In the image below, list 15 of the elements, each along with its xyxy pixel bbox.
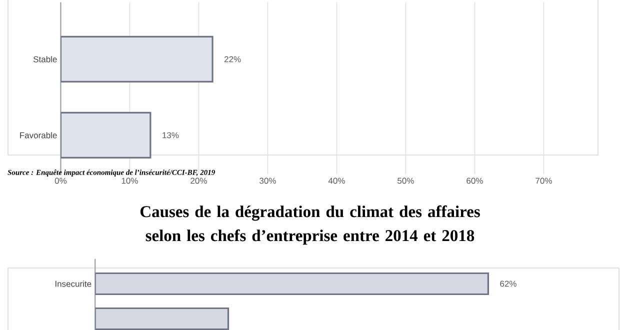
x-tick-label: 20% — [190, 178, 207, 184]
x-tick-label: 70% — [536, 178, 552, 184]
y-tick-label: Stable — [33, 56, 57, 62]
x-tick-label: 10% — [122, 178, 138, 184]
x-tick-label: 60% — [466, 178, 483, 184]
x-tick-label: 0% — [54, 178, 67, 184]
data-label: 62% — [500, 280, 516, 287]
chart-title: Causes de la dégradation du climat des affaires selon les chefs d’entreprise entre 2014 et 2018 — [140, 205, 480, 245]
x-tick-label: 30% — [260, 178, 276, 184]
y-tick-label: Favorable — [20, 132, 57, 138]
data-label: 22% — [224, 56, 241, 62]
y-tick-label: Insecurite — [56, 280, 92, 287]
data-label: 13% — [162, 132, 179, 138]
x-tick-label: 50% — [398, 178, 414, 184]
x-tick-label: 40% — [328, 178, 345, 184]
